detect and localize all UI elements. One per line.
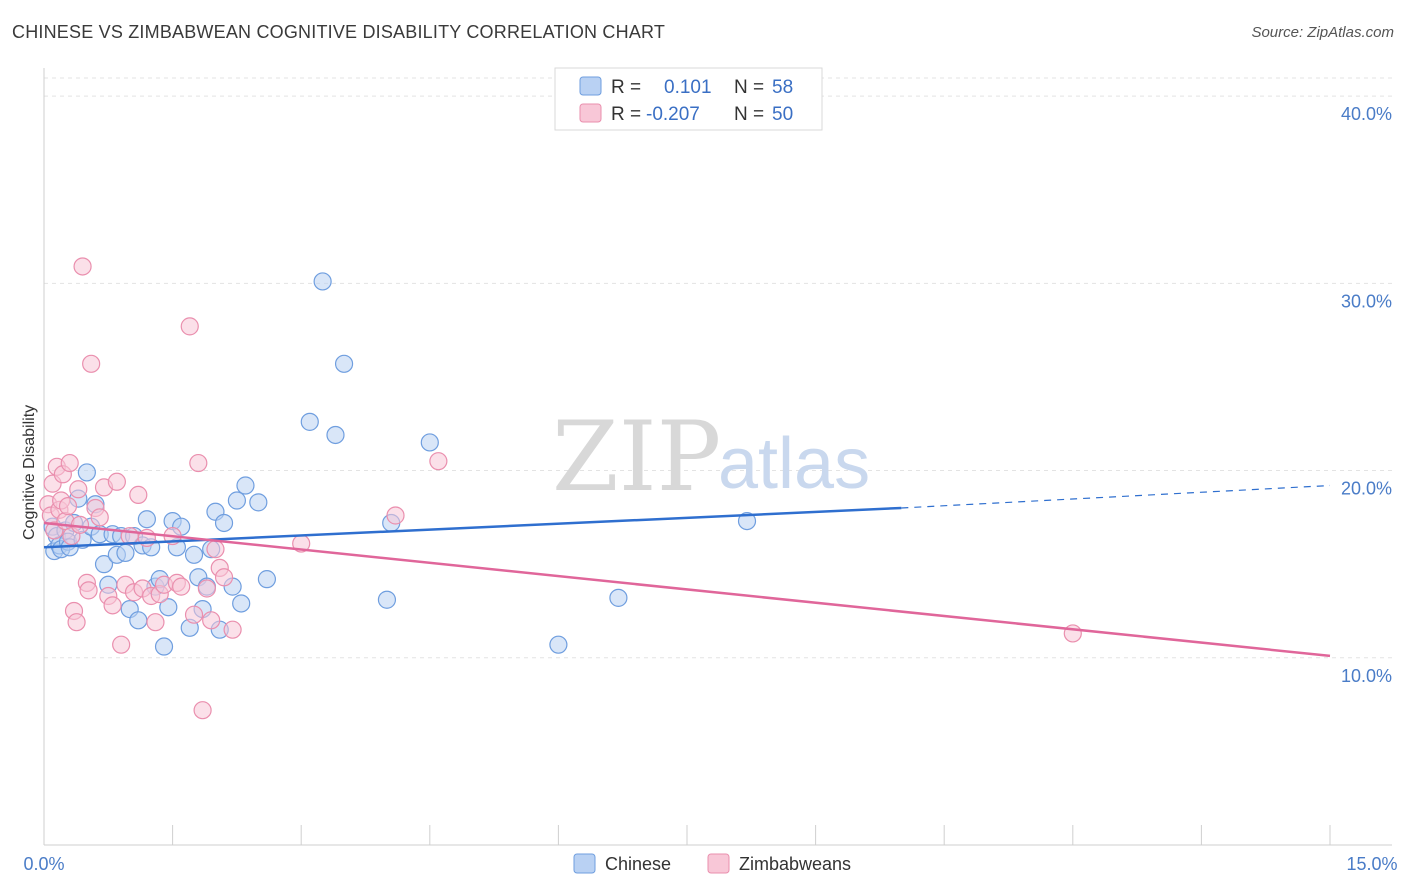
point-zimbabwean-13 [67, 613, 86, 632]
trend-line-chinese [43, 506, 902, 549]
point-chinese-29 [154, 637, 174, 656]
point-zimbabwean-21 [90, 508, 109, 527]
point-zimbabwean-40 [180, 317, 199, 336]
point-chinese-48 [257, 570, 277, 589]
legend-r-value-chinese: 0.101 [664, 77, 712, 98]
point-chinese-45 [232, 594, 251, 613]
point-chinese-52 [334, 354, 354, 373]
legend-swatch-zimbabwean [579, 103, 602, 123]
point-zimbabwean-25 [107, 472, 126, 491]
point-chinese-11 [77, 463, 96, 482]
point-zimbabwean-42 [189, 453, 208, 473]
scatter-points [39, 257, 1082, 720]
point-zimbabwean-9 [58, 497, 78, 516]
stats-legend: R = 0.101 N = 58 R = -0.207 N = 50 [554, 67, 823, 131]
point-chinese-25 [137, 510, 156, 529]
point-zimbabwean-51 [386, 506, 405, 525]
point-chinese-15 [94, 555, 114, 574]
point-chinese-53 [377, 590, 397, 609]
point-chinese-58 [737, 511, 757, 531]
trend-line-zimbabwean [43, 521, 1331, 658]
point-zimbabwean-19 [82, 354, 101, 373]
watermark-atlas: atlas [718, 424, 870, 504]
point-zimbabwean-44 [197, 579, 216, 598]
point-chinese-46 [236, 476, 255, 495]
grid-lines [44, 77, 1392, 659]
legend-r-label-zimbabwean: R = [611, 104, 641, 125]
bottom-legend-swatch-chinese [573, 853, 596, 874]
point-zimbabwean-46 [206, 540, 225, 559]
point-zimbabwean-18 [79, 581, 98, 600]
y-tick-labels: 10.0% 20.0% 30.0% 40.0% [1341, 104, 1392, 686]
point-zimbabwean-52 [429, 452, 448, 471]
point-zimbabwean-48 [214, 568, 234, 587]
trend-lines [43, 484, 1331, 658]
point-chinese-42 [214, 513, 234, 533]
legend-r-label-chinese: R = [611, 77, 641, 98]
point-chinese-51 [326, 425, 345, 445]
y-tick-label-10: 10.0% [1341, 666, 1392, 686]
point-zimbabwean-34 [146, 613, 165, 632]
point-zimbabwean-26 [112, 635, 131, 654]
y-tick-label-40: 40.0% [1341, 104, 1392, 124]
y-tick-label-20: 20.0% [1341, 479, 1392, 499]
point-zimbabwean-16 [73, 257, 92, 276]
x-tick-marks [43, 825, 1331, 845]
bottom-legend-chinese: Chinese [605, 854, 671, 874]
point-zimbabwean-24 [103, 596, 122, 615]
legend-r-value-zimbabwean: -0.207 [646, 104, 700, 125]
legend-n-value-zimbabwean: 50 [772, 104, 793, 125]
x-tick-label-max: 15.0% [1346, 854, 1397, 874]
x-tick-label-min: 0.0% [23, 854, 64, 874]
point-chinese-57 [609, 588, 628, 607]
point-zimbabwean-30 [129, 485, 148, 504]
point-zimbabwean-41 [184, 605, 204, 624]
point-zimbabwean-10 [60, 453, 79, 473]
point-chinese-23 [129, 611, 148, 630]
legend-n-label-chinese: N = [734, 77, 764, 98]
legend-swatch-chinese [579, 76, 602, 96]
point-zimbabwean-49 [223, 620, 242, 639]
legend-n-value-chinese: 58 [772, 77, 793, 98]
watermark-zip: ZIP [552, 401, 721, 513]
point-chinese-50 [313, 272, 332, 291]
legend-n-label-zimbabwean: N = [734, 104, 764, 125]
point-chinese-20 [116, 543, 135, 563]
point-zimbabwean-43 [193, 701, 212, 720]
chart-title: CHINESE VS ZIMBABWEAN COGNITIVE DISABILI… [12, 22, 666, 42]
point-chinese-56 [549, 635, 568, 654]
point-chinese-55 [420, 433, 439, 452]
point-chinese-49 [300, 412, 319, 431]
bottom-legend-swatch-zimbabwean [707, 853, 730, 874]
series-legend: Chinese Zimbabweans [573, 853, 851, 874]
y-tick-label-30: 30.0% [1341, 291, 1392, 311]
point-zimbabwean-45 [202, 611, 221, 630]
point-chinese-30 [159, 598, 178, 617]
trend-line-chinese-extension [901, 484, 1331, 509]
point-zimbabwean-14 [69, 480, 88, 499]
source-label: Source: ZipAtlas.com [1251, 24, 1394, 41]
point-zimbabwean-39 [172, 577, 191, 596]
y-axis-label: Cognitive Disability [21, 405, 38, 540]
point-chinese-47 [249, 493, 268, 512]
bottom-legend-zimbabweans: Zimbabweans [739, 854, 851, 874]
point-chinese-44 [227, 491, 246, 510]
point-chinese-35 [184, 545, 204, 564]
